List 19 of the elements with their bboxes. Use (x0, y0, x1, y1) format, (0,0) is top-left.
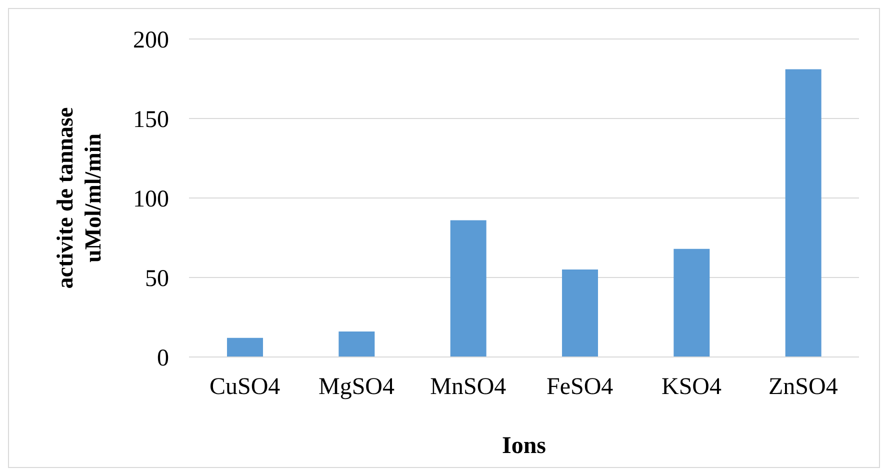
y-tick-label: 150 (133, 107, 169, 134)
bar (785, 69, 822, 357)
bar (338, 332, 375, 357)
y-tick-label: 100 (133, 186, 169, 213)
x-tick-label: FeSO4 (546, 374, 614, 400)
bar (450, 220, 486, 357)
bar (227, 338, 263, 357)
bar (562, 270, 598, 357)
y-tick-label: 0 (157, 346, 169, 372)
x-tick-label: MgSO4 (318, 374, 395, 400)
y-axis-title: activite de tannase uMol/ml/min (52, 107, 106, 289)
y-tick-label: 50 (145, 266, 169, 292)
x-axis-title: Ions (502, 433, 546, 459)
x-tick-label: MnSO4 (430, 374, 506, 400)
x-tick-label: KSO4 (661, 374, 722, 400)
x-tick-label: CuSO4 (209, 374, 280, 400)
x-tick-label: ZnSO4 (768, 374, 838, 400)
bar (674, 248, 710, 357)
y-tick-label: 200 (133, 28, 169, 54)
